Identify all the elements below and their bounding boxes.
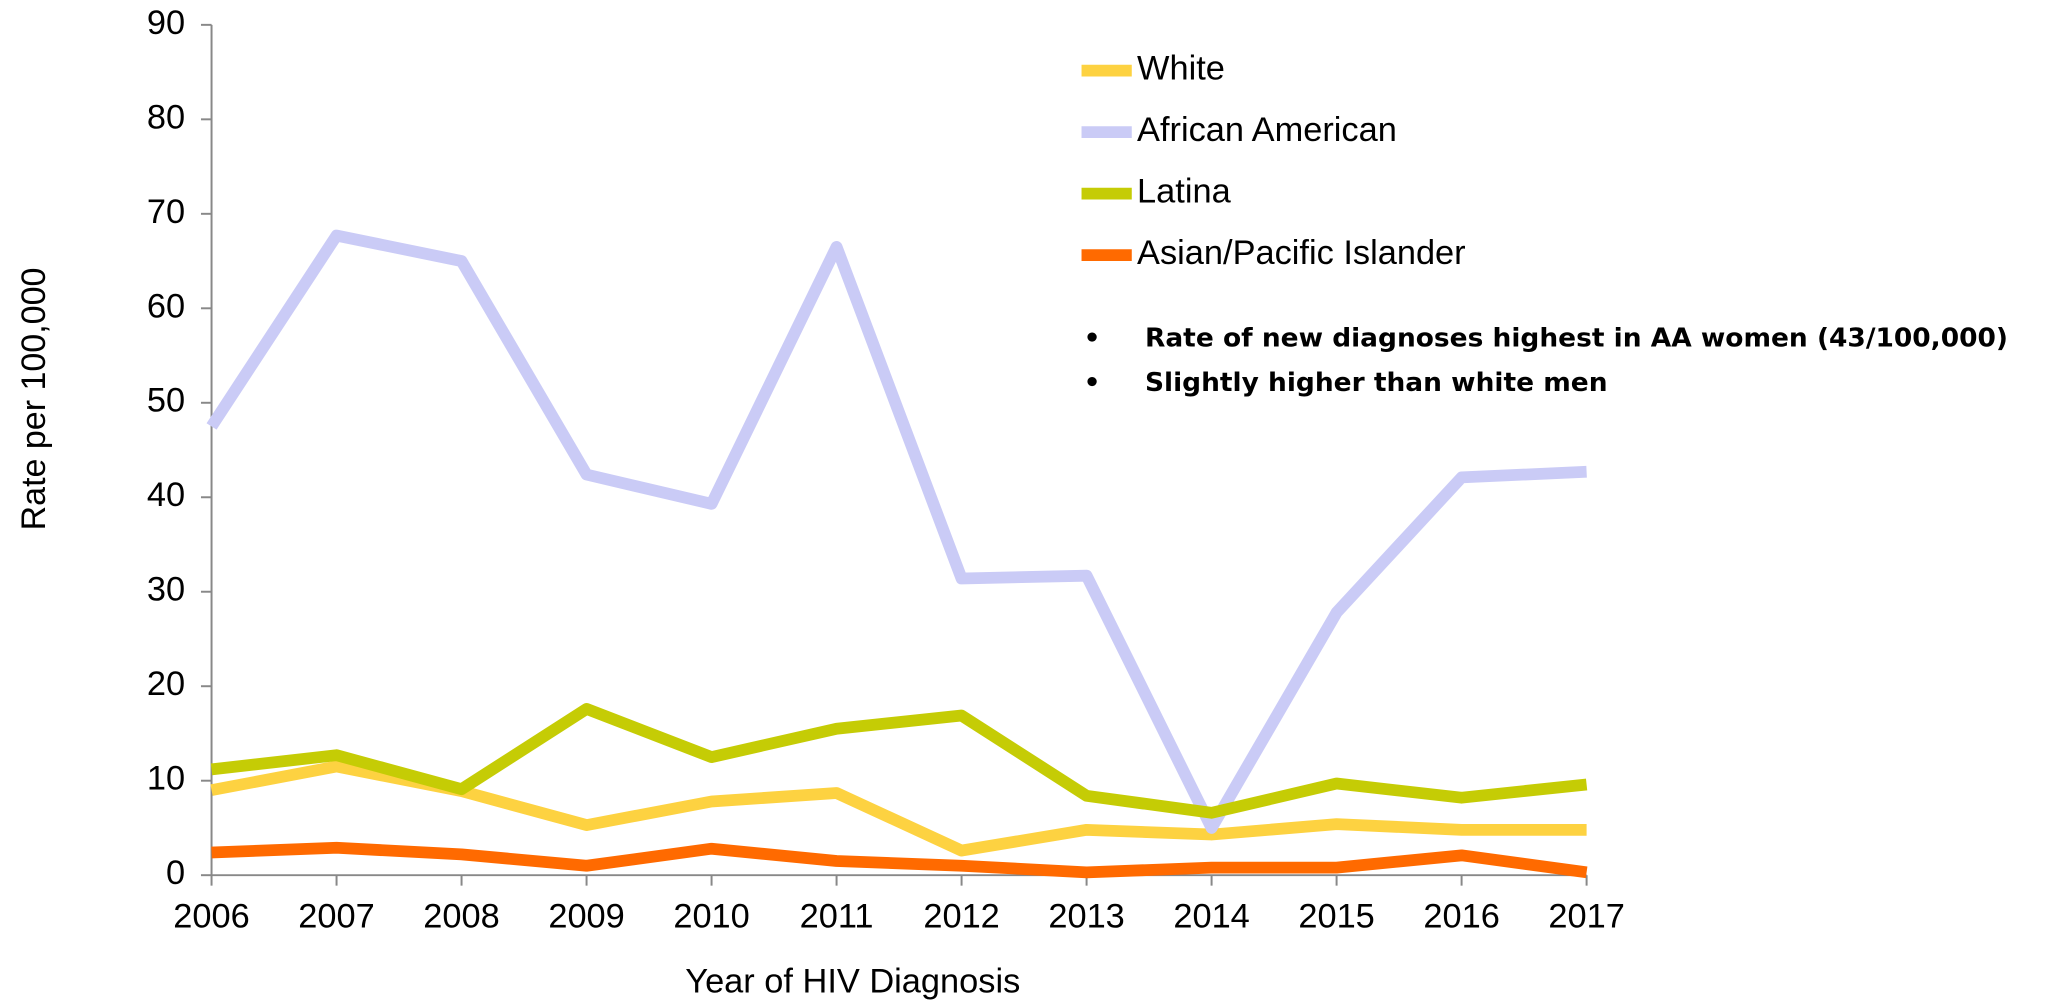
annotation: Slightly higher than white men [1145, 368, 1608, 398]
x-tick-label: 2011 [800, 897, 874, 935]
bullet: • [1084, 323, 1101, 353]
y-tick-label: 20 [147, 665, 185, 703]
y-tick-label: 30 [147, 571, 185, 609]
line-series [210, 703, 1588, 819]
legend-label: African American [1137, 111, 1397, 149]
x-tick-label: 2006 [173, 897, 249, 935]
x-tick-label: 2007 [298, 897, 374, 935]
bullet: • [1084, 368, 1101, 398]
x-tick-label: 2013 [1048, 897, 1124, 935]
y-tick-label: 10 [147, 760, 185, 798]
annotation: Rate of new diagnoses highest in AA wome… [1145, 323, 2008, 353]
legend-label: White [1137, 50, 1225, 88]
x-tick-label: 2016 [1423, 897, 1499, 935]
y-tick-label: 40 [147, 476, 185, 514]
legend-label: Asian/Pacific Islander [1137, 234, 1466, 272]
y-tick-label: 80 [147, 98, 185, 136]
y-axis-label: Rate per 100,000 [15, 268, 53, 531]
y-tick-label: 70 [147, 193, 185, 231]
line-series [206, 229, 1587, 834]
line-series [211, 841, 1588, 879]
x-tick-label: 2017 [1548, 897, 1624, 935]
y-tick-label: 90 [147, 4, 185, 42]
x-tick-label: 2012 [923, 897, 999, 935]
legend-label: Latina [1137, 173, 1232, 211]
x-tick-label: 2015 [1298, 897, 1374, 935]
x-tick-label: 2008 [423, 897, 499, 935]
x-tick-label: 2010 [673, 897, 749, 935]
y-tick-label: 0 [166, 854, 185, 892]
x-tick-label: 2014 [1173, 897, 1249, 935]
y-tick-label: 50 [147, 382, 185, 420]
x-axis-label: Year of HIV Diagnosis [685, 963, 1020, 1001]
x-tick-label: 2009 [548, 897, 624, 935]
y-tick-label: 60 [147, 287, 185, 325]
